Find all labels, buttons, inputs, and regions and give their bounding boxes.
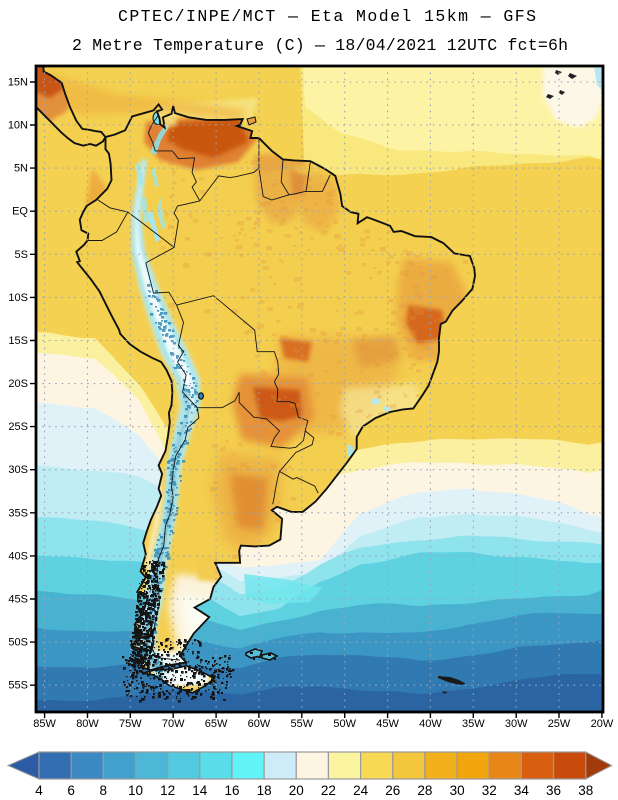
svg-text:24: 24 <box>353 783 369 798</box>
svg-text:30W: 30W <box>505 718 528 730</box>
svg-text:32: 32 <box>482 783 497 798</box>
svg-text:40S: 40S <box>8 550 28 562</box>
svg-text:70W: 70W <box>162 718 185 730</box>
svg-text:16: 16 <box>224 783 239 798</box>
svg-text:26: 26 <box>385 783 400 798</box>
svg-text:45W: 45W <box>376 718 399 730</box>
svg-text:35W: 35W <box>462 718 485 730</box>
svg-text:25S: 25S <box>8 421 28 433</box>
svg-text:80W: 80W <box>76 718 99 730</box>
svg-text:30: 30 <box>450 783 465 798</box>
svg-text:15S: 15S <box>8 335 28 347</box>
svg-text:20: 20 <box>289 783 304 798</box>
svg-text:8: 8 <box>100 783 108 798</box>
svg-text:28: 28 <box>417 783 432 798</box>
svg-text:20S: 20S <box>8 378 28 390</box>
svg-text:2 Metre Temperature (C) — 18/0: 2 Metre Temperature (C) — 18/04/2021 12U… <box>72 36 568 55</box>
svg-text:34: 34 <box>514 783 530 798</box>
svg-text:45S: 45S <box>8 594 28 606</box>
svg-text:10N: 10N <box>8 120 28 132</box>
svg-text:40W: 40W <box>419 718 442 730</box>
svg-text:CPTEC/INPE/MCT — Eta Model 15: CPTEC/INPE/MCT — Eta Model 15km — GFS <box>118 7 536 26</box>
svg-text:55S: 55S <box>8 680 28 692</box>
svg-text:60W: 60W <box>248 718 271 730</box>
svg-text:12: 12 <box>160 783 175 798</box>
svg-text:25W: 25W <box>548 718 571 730</box>
svg-text:5N: 5N <box>14 163 28 175</box>
svg-text:36: 36 <box>546 783 561 798</box>
svg-text:5S: 5S <box>15 249 28 261</box>
svg-text:15N: 15N <box>8 77 28 89</box>
svg-text:75W: 75W <box>119 718 142 730</box>
svg-text:55W: 55W <box>290 718 313 730</box>
svg-text:18: 18 <box>257 783 272 798</box>
svg-text:85W: 85W <box>33 718 56 730</box>
svg-text:50S: 50S <box>8 637 28 649</box>
svg-text:35S: 35S <box>8 507 28 519</box>
svg-text:38: 38 <box>578 783 593 798</box>
svg-text:30S: 30S <box>8 464 28 476</box>
svg-text:65W: 65W <box>205 718 228 730</box>
svg-text:22: 22 <box>321 783 336 798</box>
svg-text:EQ: EQ <box>12 206 28 218</box>
svg-text:10S: 10S <box>8 292 28 304</box>
svg-text:14: 14 <box>192 783 208 798</box>
svg-text:6: 6 <box>67 783 75 798</box>
svg-text:10: 10 <box>128 783 143 798</box>
svg-text:50W: 50W <box>333 718 356 730</box>
svg-text:20W: 20W <box>591 718 614 730</box>
svg-text:4: 4 <box>35 783 43 798</box>
